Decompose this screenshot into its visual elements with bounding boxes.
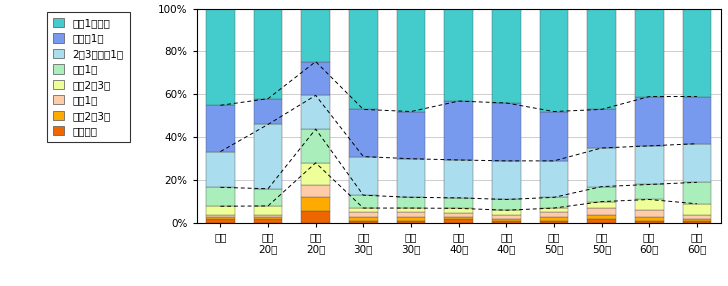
Bar: [301, 95, 330, 129]
Bar: [206, 217, 234, 219]
Bar: [301, 211, 330, 223]
Bar: [635, 9, 663, 96]
Bar: [539, 112, 569, 161]
Bar: [397, 208, 425, 212]
Bar: [349, 9, 378, 109]
Bar: [587, 202, 616, 208]
Bar: [254, 206, 282, 214]
Bar: [206, 219, 234, 223]
Bar: [635, 96, 663, 146]
Bar: [539, 221, 569, 223]
Bar: [635, 210, 663, 217]
Bar: [397, 9, 425, 112]
Bar: [444, 198, 473, 208]
Bar: [254, 9, 282, 99]
Bar: [254, 217, 282, 219]
Bar: [397, 197, 425, 208]
Bar: [206, 215, 234, 217]
Bar: [587, 214, 616, 219]
Bar: [254, 189, 282, 206]
Bar: [349, 109, 378, 156]
Bar: [683, 219, 711, 221]
Bar: [349, 217, 378, 221]
Bar: [444, 160, 473, 198]
Bar: [397, 159, 425, 197]
Bar: [444, 9, 473, 101]
Bar: [349, 195, 378, 208]
Bar: [492, 9, 521, 103]
Bar: [444, 101, 473, 160]
Bar: [539, 212, 569, 217]
Bar: [635, 217, 663, 221]
Bar: [254, 219, 282, 223]
Bar: [301, 196, 330, 211]
Bar: [683, 182, 711, 204]
Bar: [683, 144, 711, 182]
Bar: [206, 9, 234, 105]
Bar: [492, 200, 521, 210]
Bar: [301, 163, 330, 184]
Bar: [587, 109, 616, 148]
Bar: [492, 221, 521, 223]
Bar: [539, 197, 569, 208]
Bar: [206, 152, 234, 187]
Bar: [349, 208, 378, 212]
Bar: [349, 221, 378, 223]
Bar: [635, 184, 663, 200]
Bar: [683, 9, 711, 96]
Bar: [206, 187, 234, 206]
Bar: [492, 103, 521, 161]
Legend: 年に1回以下, 半年に1回, 2〜3カ月に1回, 月に1回, 月に2〜3回, 週に1回, 週に2〜3回, ほぼ毎日: 年に1回以下, 半年に1回, 2〜3カ月に1回, 月に1回, 月に2〜3回, 週…: [47, 12, 130, 142]
Bar: [587, 219, 616, 223]
Bar: [444, 208, 473, 212]
Bar: [301, 184, 330, 196]
Bar: [301, 9, 330, 61]
Bar: [444, 212, 473, 217]
Bar: [492, 214, 521, 219]
Bar: [539, 161, 569, 197]
Bar: [587, 148, 616, 186]
Bar: [397, 112, 425, 159]
Bar: [539, 208, 569, 212]
Bar: [301, 61, 330, 95]
Bar: [301, 129, 330, 163]
Bar: [587, 186, 616, 202]
Bar: [635, 221, 663, 223]
Bar: [349, 156, 378, 195]
Bar: [587, 208, 616, 214]
Bar: [492, 219, 521, 221]
Bar: [254, 99, 282, 124]
Bar: [397, 217, 425, 221]
Bar: [206, 105, 234, 152]
Bar: [397, 221, 425, 223]
Bar: [683, 96, 711, 144]
Bar: [254, 124, 282, 189]
Bar: [444, 217, 473, 219]
Bar: [492, 161, 521, 200]
Bar: [539, 217, 569, 221]
Bar: [444, 219, 473, 223]
Bar: [254, 214, 282, 217]
Bar: [683, 221, 711, 223]
Bar: [683, 214, 711, 219]
Bar: [635, 200, 663, 210]
Bar: [397, 212, 425, 217]
Bar: [492, 210, 521, 214]
Bar: [539, 9, 569, 112]
Bar: [587, 9, 616, 109]
Bar: [635, 146, 663, 184]
Bar: [349, 212, 378, 217]
Bar: [683, 204, 711, 214]
Bar: [206, 206, 234, 215]
